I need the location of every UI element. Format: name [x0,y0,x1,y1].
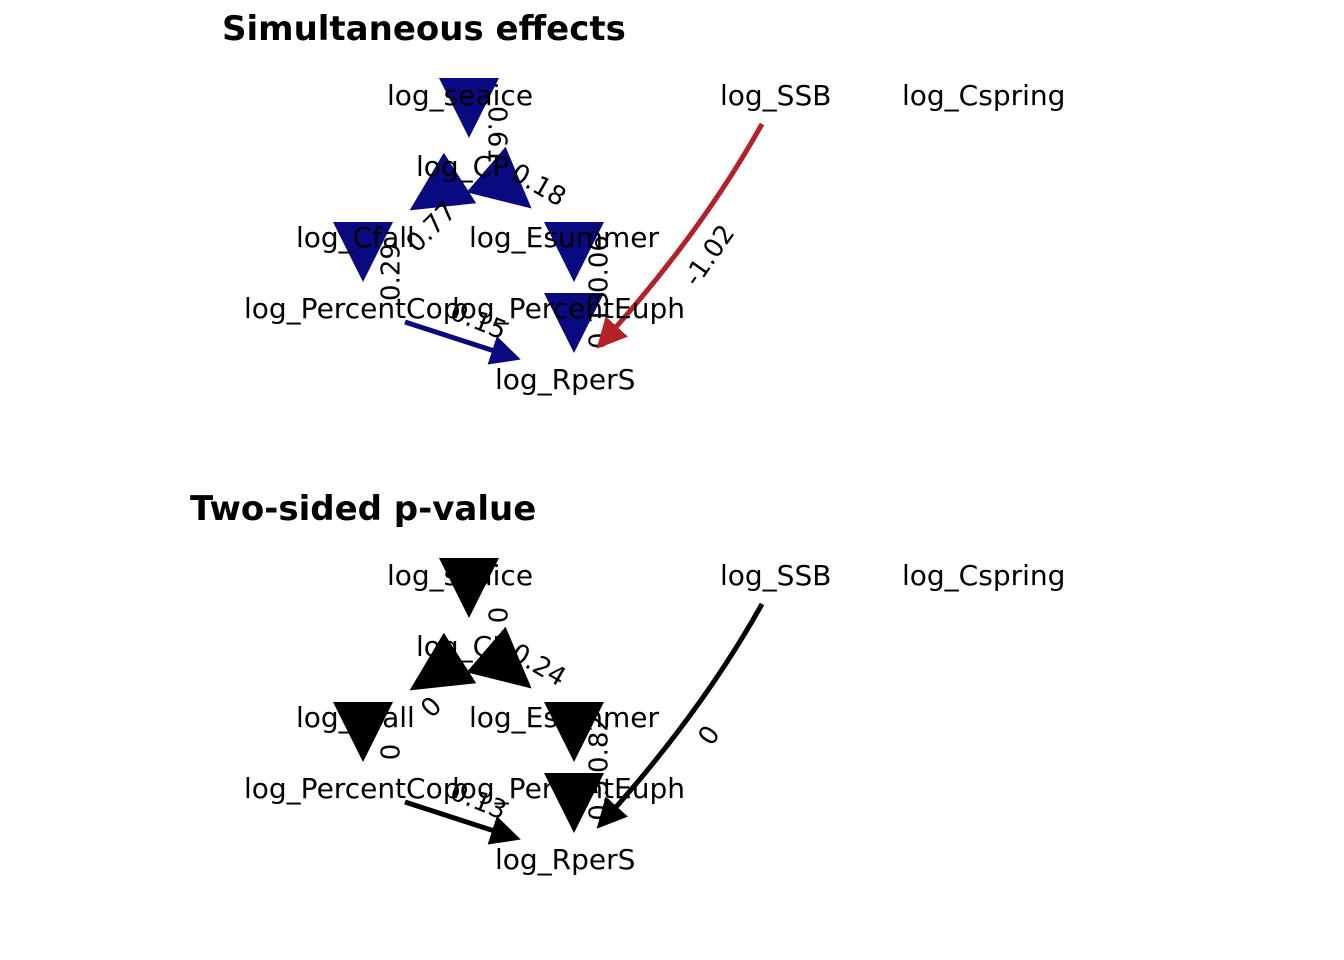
node-log-cp: log_CP [416,630,509,663]
node-log-cp: log_CP [416,150,509,183]
node-log-cspring: log_Cspring [902,559,1065,592]
node-log-percentcop: log_PercentCop [244,292,461,325]
panel-title: Simultaneous effects [222,9,626,49]
node-log-cfall: log_Cfall [296,221,415,254]
edge-log-cp-to-log-esummer [466,146,532,209]
edge-log-cp-to-log-cfall [409,152,477,211]
panel-title: Two-sided p-value [190,489,536,529]
panel-simultaneous-effects: Simultaneous effects 0.610.770.180.29 0.0… [222,9,1065,396]
node-log-percenteuph: log_PercentEuph [452,292,685,325]
node-log-ssb: log_SSB [720,559,831,592]
edge-log-cp-to-log-cfall [409,632,477,691]
edge-label: 0.06 [585,235,615,293]
node-log-seaice: log_seaice [387,559,533,592]
edge-label: 0 [482,607,512,624]
edge-label: -1.02 [678,220,741,292]
edge-log-ssb-to-log-rpers [596,602,765,829]
edge-log-percentcop-to-log-rpers [404,799,521,845]
node-layer: log_seaice log_SSB log_Cspring log_CP lo… [244,79,1065,396]
edge-label: 0.29 [377,243,407,301]
edge-label: 0 [415,691,448,724]
node-log-percentcop: log_PercentCop [244,772,461,805]
edge-log-ssb-to-log-rpers [596,122,765,349]
node-log-rpers: log_RperS [495,363,635,396]
panel-two-sided-p-value: Two-sided p-value 000.240 0.820.13 0.50 lo… [190,489,1065,876]
node-log-cfall: log_Cfall [296,701,415,734]
node-log-cspring: log_Cspring [902,79,1065,112]
edge-log-cp-to-log-esummer [466,626,532,689]
node-log-seaice: log_seaice [387,79,533,112]
edge-label: 0.82 [585,715,615,773]
node-log-ssb: log_SSB [720,79,831,112]
edge-label: 0 [693,720,727,751]
node-log-percenteuph: log_PercentEuph [452,772,685,805]
node-log-rpers: log_RperS [495,843,635,876]
node-log-esummer: log_Esummer [469,701,659,734]
edge-label: 0.24 [506,638,571,693]
edge-label: 0 [377,744,407,761]
node-layer: log_seaice log_SSB log_Cspring log_CP lo… [244,559,1065,876]
edge-label: 0.18 [506,158,571,213]
edge-log-percentcop-to-log-rpers [404,319,521,365]
node-log-esummer: log_Esummer [469,221,659,254]
